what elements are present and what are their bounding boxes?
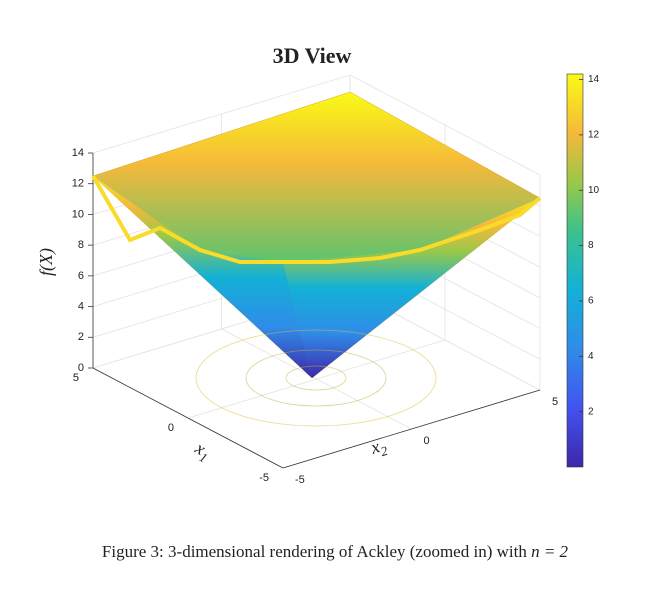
z-tick-label: 6 [78,270,84,282]
y-label-sub: 2 [379,443,390,459]
surface-front-left [93,176,312,378]
colorbar-tick-label: 10 [588,185,600,196]
colorbar-tick-label: 6 [588,296,594,307]
z-tick-label: 10 [72,208,84,220]
z-tick-label: 14 [72,147,84,159]
colorbar-tick-label: 4 [588,351,594,362]
chart-title: 3D View [273,43,352,68]
y-tick-label: 5 [552,396,558,408]
colorbar [566,73,584,468]
x-axis-label: x1 [189,437,214,465]
caption-math: n = 2 [531,542,568,561]
colorbar-tick-label: 8 [588,240,594,251]
x-tick-label: 0 [168,422,174,434]
z-tick-label: 4 [78,300,84,312]
y-grid-line [221,328,412,430]
y-tick-label: 0 [424,435,430,447]
z-tick-label: 8 [78,239,84,251]
y-tick-label: -5 [295,474,305,486]
y-axis-label: x2 [368,434,390,461]
floor-contours [195,329,437,427]
caption-text: Figure 3: 3-dimensional rendering of Ack… [102,542,531,561]
z-tick-label: 0 [78,362,84,374]
z-axis-label: f(X) [36,248,57,276]
caption: Figure 3: 3-dimensional rendering of Ack… [102,542,569,561]
colorbar-tick-label: 14 [588,74,600,85]
surface-front-right [283,198,540,378]
x-tick-label: -5 [259,472,269,484]
x-axis-line [92,367,284,469]
colorbar-tick-label: 12 [588,130,600,141]
y-axis-line [282,389,541,469]
z-tick-label: 2 [78,331,84,343]
colorbar-tick-label: 2 [588,406,594,417]
x-tick-label: 5 [73,372,79,384]
surface-rim [91,174,542,264]
surface [91,91,542,427]
z-tick-label: 12 [72,178,84,190]
